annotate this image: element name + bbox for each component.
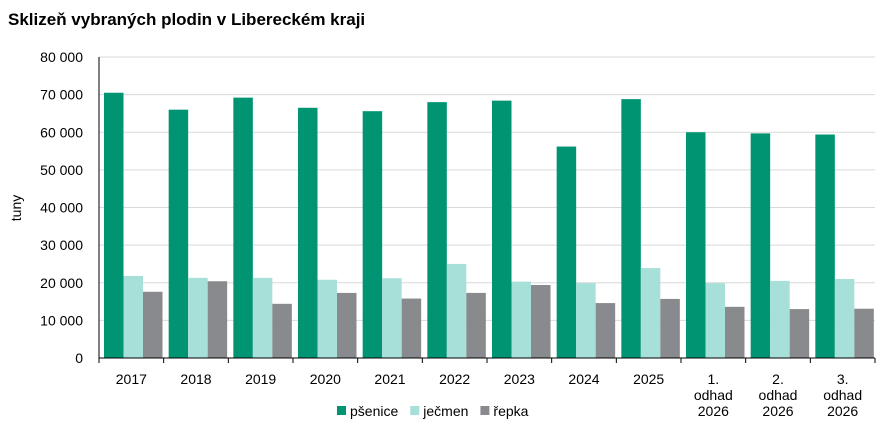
legend-label: řepka xyxy=(493,403,528,419)
bar-ječmen-5 xyxy=(446,263,467,358)
bar-řepka-10 xyxy=(789,309,810,358)
bar-řepka-9 xyxy=(725,306,745,358)
y-tick-label: 80 000 xyxy=(40,49,83,65)
x-tick-label: 2017 xyxy=(116,371,147,387)
bar-řepka-6 xyxy=(531,285,551,358)
bar-pšenice-8 xyxy=(621,99,641,358)
bar-řepka-3 xyxy=(337,292,357,358)
bar-řepka-4 xyxy=(401,298,422,358)
bar-pšenice-5 xyxy=(427,102,447,359)
y-tick-label: 20 000 xyxy=(40,275,83,291)
bar-ječmen-0 xyxy=(123,275,143,358)
x-tick-label: 1. odhad 2026 xyxy=(694,371,733,419)
y-tick-label: 30 000 xyxy=(40,237,83,253)
x-tick-label: 2019 xyxy=(245,371,276,387)
chart-title: Sklizeň vybraných plodin v Libereckém kr… xyxy=(8,10,366,29)
bar-pšenice-0 xyxy=(104,92,124,359)
x-tick-label: 2022 xyxy=(439,371,470,387)
legend: pšenice ječmen řepka xyxy=(337,403,529,419)
y-tick-label: 10 000 xyxy=(40,312,83,328)
bar-ječmen-8 xyxy=(640,268,661,358)
bar-řepka-1 xyxy=(207,281,228,358)
bar-ječmen-4 xyxy=(382,278,402,358)
y-tick-labels: 0 10 000 20 000 30 000 40 000 50 000 60 000 70 … xyxy=(40,49,83,366)
x-tick-label: 2024 xyxy=(568,371,599,387)
axes xyxy=(98,57,876,363)
bar-pšenice-9 xyxy=(686,132,706,358)
y-axis-label: tuny xyxy=(8,195,24,221)
bar-ječmen-2 xyxy=(252,277,273,358)
bar-pšenice-3 xyxy=(298,107,318,358)
bar-pšenice-4 xyxy=(362,111,383,359)
y-tick-label: 40 000 xyxy=(40,200,83,216)
y-tick-label: 0 xyxy=(75,350,83,366)
bar-ječmen-1 xyxy=(188,277,208,358)
bar-pšenice-2 xyxy=(233,97,253,358)
bar-řepka-11 xyxy=(854,308,874,358)
gridlines xyxy=(99,56,875,321)
bar-ječmen-11 xyxy=(834,278,855,358)
bar-řepka-0 xyxy=(143,291,163,358)
x-tick-label: 2018 xyxy=(180,371,211,387)
x-tick-label: 2025 xyxy=(633,371,664,387)
legend-swatch-řepka xyxy=(480,406,490,415)
bar-pšenice-10 xyxy=(750,133,771,358)
y-tick-label: 50 000 xyxy=(40,162,83,178)
bar-pšenice-11 xyxy=(815,134,835,358)
legend-label: ječmen xyxy=(422,403,468,419)
bar-řepka-7 xyxy=(595,303,616,358)
bar-ječmen-7 xyxy=(576,283,596,358)
x-tick-label: 2020 xyxy=(310,371,341,387)
bar-pšenice-7 xyxy=(556,146,577,358)
y-tick-label: 60 000 xyxy=(40,124,83,140)
bar-řepka-8 xyxy=(660,298,680,358)
bars xyxy=(104,92,874,359)
bar-řepka-5 xyxy=(466,292,486,358)
legend-label: pšenice xyxy=(350,403,398,419)
x-tick-label: 2021 xyxy=(374,371,405,387)
legend-swatch-ječmen xyxy=(410,406,420,415)
bar-pšenice-1 xyxy=(168,109,189,358)
bar-řepka-2 xyxy=(272,303,292,358)
bar-ječmen-6 xyxy=(511,281,531,358)
bar-ječmen-9 xyxy=(705,283,725,358)
x-tick-label: 2023 xyxy=(504,371,535,387)
bar-pšenice-6 xyxy=(492,100,512,359)
legend-swatch-pšenice xyxy=(337,406,346,415)
x-tick-label: 2. odhad 2026 xyxy=(759,371,798,419)
bar-ječmen-3 xyxy=(317,279,337,358)
x-tick-label: 3. odhad 2026 xyxy=(823,371,862,419)
y-tick-label: 70 000 xyxy=(40,87,83,103)
bar-ječmen-10 xyxy=(770,280,790,358)
x-tick-labels: 2017 2018 2019 2020 2021 2022 2023 2024 2025 1. od… xyxy=(116,371,862,419)
